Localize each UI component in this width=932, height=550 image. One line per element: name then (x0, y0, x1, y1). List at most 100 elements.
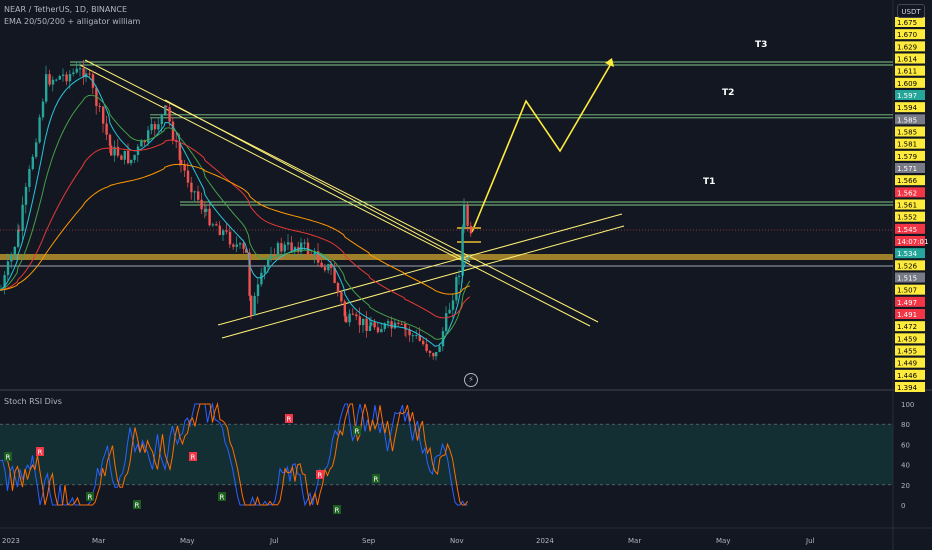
candle-body (451, 300, 455, 310)
candle-body (290, 242, 293, 251)
candle-body (65, 74, 68, 82)
price-tag-label: 14:07:01 (897, 238, 928, 246)
price-tag-label: 1.597 (897, 92, 917, 100)
candle-body (469, 225, 473, 234)
candle-body (345, 316, 348, 323)
candle-body (306, 242, 310, 255)
candle-body (168, 107, 171, 122)
candle-body (368, 325, 372, 332)
time-tick: Mar (92, 537, 105, 545)
candle-body (242, 243, 245, 249)
entry-marker (457, 241, 481, 243)
candle-body (18, 229, 21, 231)
candle-body (418, 335, 421, 341)
candle-body (303, 242, 306, 244)
price-tag-label: 1.566 (897, 177, 918, 185)
candle-body (51, 79, 55, 85)
indicator-legend[interactable]: EMA 20/50/200 + alligator william (4, 17, 141, 26)
candle-body (466, 205, 469, 226)
projection-arrow (605, 58, 614, 67)
price-tag-label: 1.585 (897, 116, 917, 124)
price-tag-label: 1.534 (897, 250, 918, 258)
symbol-title: NEAR / TetherUS, 1D, BINANCE (4, 5, 128, 14)
price-tag (895, 248, 925, 259)
divergence-badge (86, 492, 94, 501)
candle-body (273, 255, 276, 257)
stoch-k-line (0, 402, 468, 507)
price-tag (895, 90, 925, 100)
price-tag (895, 41, 925, 52)
candle-body (3, 275, 6, 290)
oscillator-tick: 0 (901, 502, 905, 510)
divergence-badge (4, 452, 12, 461)
lightning-icon[interactable]: ⚡ (464, 373, 478, 387)
price-tag-label: 1.449 (897, 360, 917, 368)
candle-body (58, 75, 61, 80)
price-tag-label: 1.609 (897, 80, 917, 88)
candle-body (79, 68, 82, 70)
candle-body (88, 73, 91, 75)
divergence-label: R (374, 476, 379, 484)
price-tag (895, 150, 925, 161)
price-tag (895, 187, 925, 198)
candle-body (463, 205, 466, 228)
price-tag (895, 175, 925, 186)
candle-body (323, 267, 327, 271)
candle-body (432, 353, 435, 357)
currency-button[interactable]: USDT (897, 4, 925, 18)
candle-body (147, 130, 150, 143)
target-label: T3 (755, 40, 767, 50)
candle-body (28, 168, 31, 187)
price-tag (895, 284, 925, 295)
target-label: T2 (722, 88, 734, 98)
oscillator-title[interactable]: Stoch RSI Divs (4, 397, 62, 406)
price-tag (895, 345, 925, 356)
oscillator-tick: 40 (901, 462, 910, 470)
trendline (217, 213, 623, 326)
candle-body (393, 322, 397, 329)
divergence-label: R (191, 454, 196, 462)
candle-body (164, 105, 167, 115)
divergence-badge (36, 447, 44, 456)
candle-body (143, 140, 146, 143)
candle-body (38, 117, 41, 143)
time-tick: Jul (269, 537, 279, 545)
divergence-badge (333, 505, 341, 514)
candle-body (448, 309, 451, 314)
price-tag (895, 321, 925, 332)
price-tag (895, 29, 925, 40)
price-tag (895, 357, 925, 368)
price-tag (895, 126, 925, 137)
price-tag-label: 1.561 (897, 202, 917, 210)
price-tag-label: 1.491 (897, 311, 917, 319)
price-tag (895, 272, 925, 283)
candle-body (370, 322, 373, 326)
time-tick: Sep (362, 537, 376, 545)
candle-body (330, 264, 333, 268)
candle-body (82, 68, 85, 78)
candle-body (373, 322, 376, 328)
price-tag-label: 1.455 (897, 348, 917, 356)
price-tag (895, 77, 925, 88)
divergence-label: R (220, 494, 225, 502)
candle-body (55, 79, 58, 81)
entry-marker (457, 227, 481, 229)
divergence-label: R (335, 507, 340, 515)
candle-body (130, 159, 133, 164)
time-tick: 2024 (536, 537, 554, 545)
divergence-label: R (38, 449, 43, 457)
price-tag (895, 163, 925, 173)
divergence-badge (353, 426, 361, 435)
price-tag (895, 309, 925, 319)
target-label: T1 (703, 177, 715, 187)
candle-body (10, 254, 13, 262)
candle-body (348, 313, 351, 323)
price-tag (895, 260, 925, 271)
candle-body (160, 114, 163, 125)
trendline (84, 59, 599, 323)
candle-body (72, 72, 75, 74)
candle-body (21, 204, 24, 231)
price-tag-label: 1.562 (897, 189, 917, 197)
candle-body (108, 134, 112, 146)
